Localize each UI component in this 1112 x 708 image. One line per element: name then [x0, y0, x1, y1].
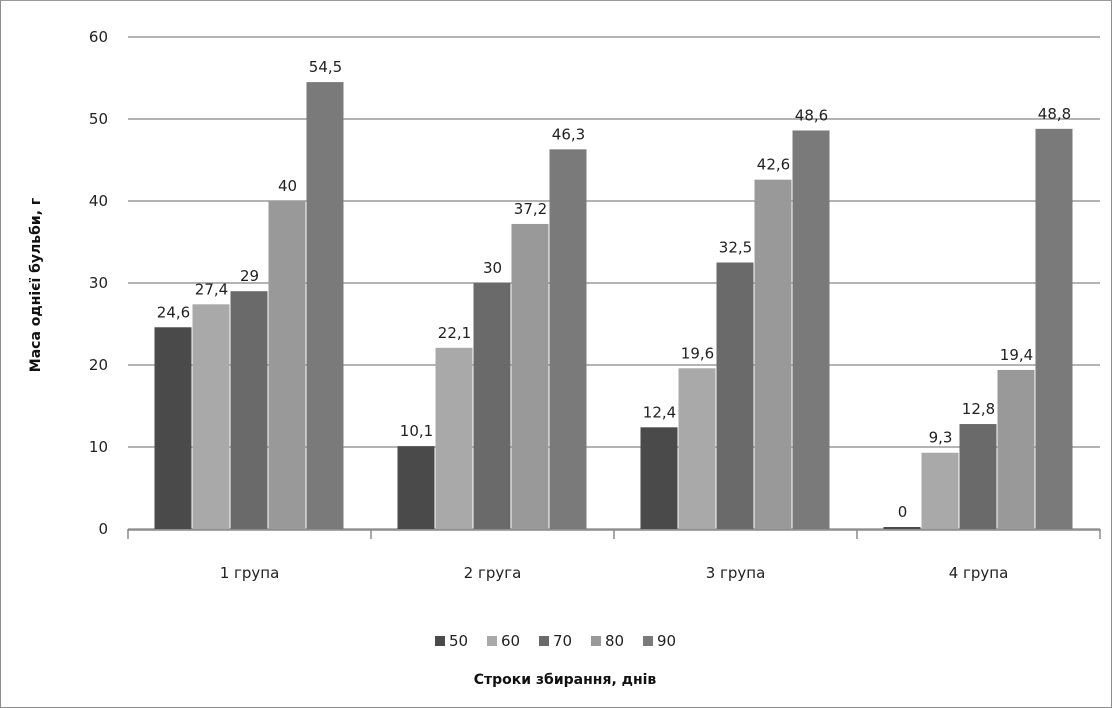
legend-label: 60 — [501, 632, 520, 650]
y-axis-title: Маса однієї бульби, г — [28, 198, 44, 372]
bar-90-1 — [306, 82, 344, 529]
bar-70-4 — [959, 424, 997, 529]
data-label: 48,6 — [795, 106, 828, 124]
bar-90-4 — [1035, 128, 1073, 529]
bar-60-4 — [921, 452, 959, 529]
data-label: 0 — [898, 503, 908, 521]
bar-50-1 — [154, 327, 192, 529]
x-tick-label: 2 груга — [464, 564, 522, 582]
data-label: 32,5 — [719, 239, 752, 257]
bar-70-3 — [716, 262, 754, 529]
legend-label: 50 — [449, 632, 468, 650]
data-label: 12,8 — [962, 400, 995, 418]
x-axis-title: Строки збирання, днів — [474, 672, 657, 688]
legend-swatch-70 — [539, 636, 549, 646]
y-tick-label: 30 — [89, 274, 108, 292]
data-label: 54,5 — [309, 58, 342, 76]
legend-swatch-80 — [591, 636, 601, 646]
legend-swatch-60 — [487, 636, 497, 646]
data-label: 37,2 — [514, 200, 547, 218]
data-label: 19,6 — [681, 344, 714, 362]
x-axis: 1 група 2 груга 3 група 4 група — [127, 529, 1101, 582]
data-label: 10,1 — [400, 422, 433, 440]
y-tick-label: 10 — [89, 438, 108, 456]
bar-80-4 — [997, 369, 1035, 529]
data-label: 12,4 — [643, 403, 676, 421]
bar-90-2 — [549, 149, 587, 529]
data-label: 42,6 — [757, 156, 790, 174]
data-label: 30 — [483, 259, 502, 277]
bar-50-3 — [640, 427, 678, 529]
data-label: 46,3 — [552, 125, 585, 143]
data-label: 29 — [240, 267, 259, 285]
data-label: 27,4 — [195, 280, 228, 298]
data-label: 19,4 — [1000, 346, 1033, 364]
data-label: 9,3 — [929, 429, 953, 447]
data-label: 48,8 — [1038, 105, 1071, 123]
bar-80-1 — [268, 201, 306, 529]
y-tick-label: 60 — [89, 28, 108, 46]
data-label: 24,6 — [157, 303, 190, 321]
legend-label: 90 — [657, 632, 676, 650]
legend-swatch-50 — [435, 636, 445, 646]
bar-80-2 — [511, 223, 549, 529]
bar-50-2 — [397, 446, 435, 529]
bars — [154, 82, 1073, 530]
bar-60-2 — [435, 347, 473, 529]
bar-60-3 — [678, 368, 716, 529]
x-tick-label: 1 група — [220, 564, 280, 582]
legend-label: 70 — [553, 632, 572, 650]
y-tick-label: 0 — [98, 520, 108, 538]
x-tick-label: 4 група — [949, 564, 1009, 582]
y-tick-label: 40 — [89, 192, 108, 210]
bar-90-3 — [792, 130, 830, 530]
x-tick-label: 3 група — [706, 564, 766, 582]
data-labels: 24,6 27,4 29 40 54,5 10,1 22,1 30 37,2 46,3 12,4 19… — [157, 58, 1071, 521]
legend: 50 60 70 80 90 — [435, 632, 676, 650]
y-axis-ticks: 0 10 20 30 40 50 60 — [89, 28, 108, 538]
bar-60-1 — [192, 304, 230, 529]
legend-label: 80 — [605, 632, 624, 650]
data-label: 22,1 — [438, 324, 471, 342]
y-tick-label: 20 — [89, 356, 108, 374]
bar-70-2 — [473, 283, 511, 529]
legend-swatch-90 — [643, 636, 653, 646]
bar-50-4 — [883, 527, 921, 529]
bar-70-1 — [230, 291, 268, 529]
y-tick-label: 50 — [89, 110, 108, 128]
data-label: 40 — [278, 177, 297, 195]
bar-80-3 — [754, 179, 792, 529]
